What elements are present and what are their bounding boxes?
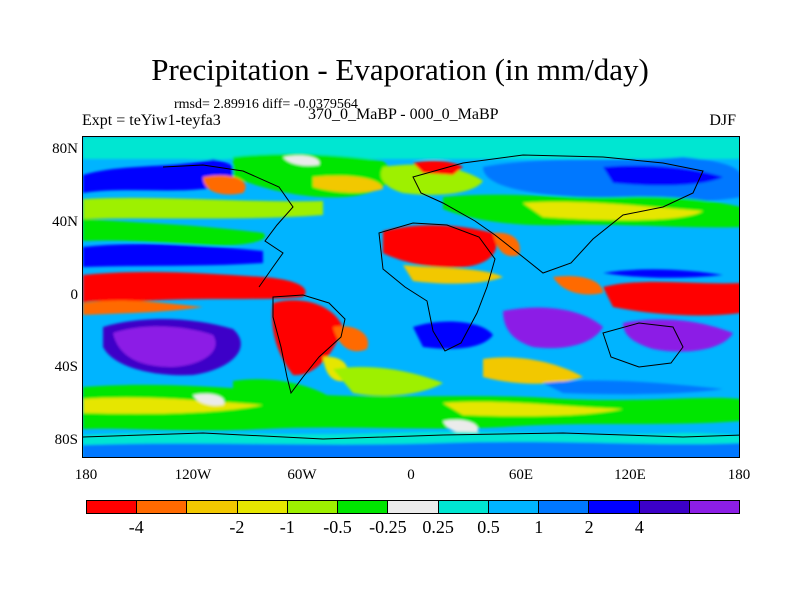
- colorbar-swatch: [137, 501, 188, 513]
- colorbar-swatch: [287, 501, 339, 513]
- colorbar-swatch: [338, 501, 389, 513]
- colorbar-swatch: [589, 501, 640, 513]
- colorbar-swatch: [187, 501, 238, 513]
- colorbar-label: 0.5: [477, 517, 500, 537]
- lat-label: 0: [70, 287, 79, 303]
- north-america-outline: [162, 164, 294, 288]
- colorbar-label: -0.25: [369, 517, 407, 537]
- case-label: 370_0_MaBP - 000_0_MaBP: [308, 106, 499, 123]
- lon-label: 60E: [508, 467, 534, 483]
- africa-outline: [378, 222, 496, 352]
- eurasia-outline: [412, 154, 704, 274]
- colorbar-swatch: [539, 501, 590, 513]
- colorbar-label: -1: [279, 517, 295, 537]
- south-america-outline: [272, 294, 346, 395]
- lat-label: 80S: [54, 432, 78, 448]
- season-label: DJF: [709, 112, 736, 129]
- colorbar-label: 2: [584, 517, 594, 537]
- lon-label: 180: [74, 467, 98, 483]
- lat-label: 80N: [52, 141, 78, 157]
- colorbar-swatch: [237, 501, 288, 513]
- experiment-label: Expt = teYiw1-teyfa3: [82, 112, 221, 129]
- colorbar-label: -2: [229, 517, 245, 537]
- colorbar-label: 4: [634, 517, 644, 537]
- colorbar-swatch: [488, 501, 540, 513]
- colorbar-label: -0.5: [323, 517, 352, 537]
- colorbar-label: 1: [534, 517, 544, 537]
- stats-text: rmsd= 2.89916 diff= -0.0379564: [174, 97, 358, 112]
- colorbar-label: -4: [128, 517, 144, 537]
- lon-label: 120E: [614, 467, 646, 483]
- lat-label: 40N: [52, 214, 78, 230]
- colorbar-swatch: [639, 501, 690, 513]
- colorbar-swatch: [87, 501, 138, 513]
- lon-label: 120W: [174, 467, 212, 483]
- colorbar: [86, 500, 740, 514]
- lon-label: 180: [727, 467, 751, 483]
- lon-label: 0: [407, 467, 415, 483]
- lat-label: 40S: [54, 359, 78, 375]
- precip-evap-map: [82, 136, 740, 458]
- plot-title: Precipitation - Evaporation (in mm/day): [151, 52, 649, 87]
- map-field: [83, 137, 739, 457]
- lon-label: 60W: [287, 467, 317, 483]
- antarctica-outline: [83, 432, 739, 440]
- colorbar-swatch: [388, 501, 439, 513]
- colorbar-swatch: [438, 501, 489, 513]
- colorbar-label: 0.25: [422, 517, 454, 537]
- colorbar-swatch: [689, 501, 740, 513]
- australia-outline: [602, 322, 684, 368]
